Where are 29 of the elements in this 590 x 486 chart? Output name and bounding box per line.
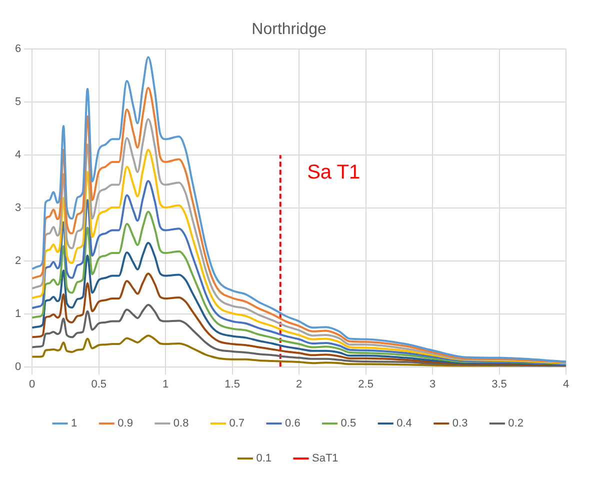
y-tick-label: 0 bbox=[14, 360, 22, 373]
x-tick-label: 4 bbox=[562, 378, 570, 390]
x-tick-label: 0 bbox=[29, 378, 36, 390]
legend-label: 1 bbox=[71, 418, 78, 430]
y-tick-label: 4 bbox=[14, 149, 22, 162]
x-tick-label: 2.5 bbox=[358, 378, 374, 390]
y-tick-label: 6 bbox=[14, 43, 22, 56]
legend-label: 0.2 bbox=[508, 418, 524, 430]
x-tick-label: 3 bbox=[429, 378, 436, 390]
legend-label: 0.8 bbox=[173, 418, 189, 430]
legend-label: 0.5 bbox=[340, 418, 356, 430]
legend-label: SaT1 bbox=[312, 452, 338, 465]
y-tick-label: 3 bbox=[14, 202, 22, 214]
legend-label: 0.9 bbox=[118, 418, 133, 430]
chart-title: Northridge bbox=[252, 21, 326, 38]
y-tick-label: 5 bbox=[14, 96, 22, 108]
x-tick-label: 2 bbox=[296, 378, 302, 390]
legend-label: 0.1 bbox=[256, 452, 272, 465]
annotation: Sa T1 bbox=[307, 162, 360, 184]
legend-label: 0.3 bbox=[452, 418, 468, 430]
legend-label: 0.6 bbox=[285, 418, 300, 430]
x-tick-label: 3.5 bbox=[492, 378, 507, 390]
x-tick-label: 1.5 bbox=[224, 378, 240, 390]
y-tick-label: 1 bbox=[14, 308, 22, 320]
x-tick-label: 0.5 bbox=[91, 378, 106, 390]
y-tick-label: 2 bbox=[14, 254, 22, 267]
legend-label: 0.4 bbox=[396, 418, 412, 430]
legend-label: 0.7 bbox=[229, 418, 245, 430]
x-tick-label: 1 bbox=[162, 378, 169, 390]
